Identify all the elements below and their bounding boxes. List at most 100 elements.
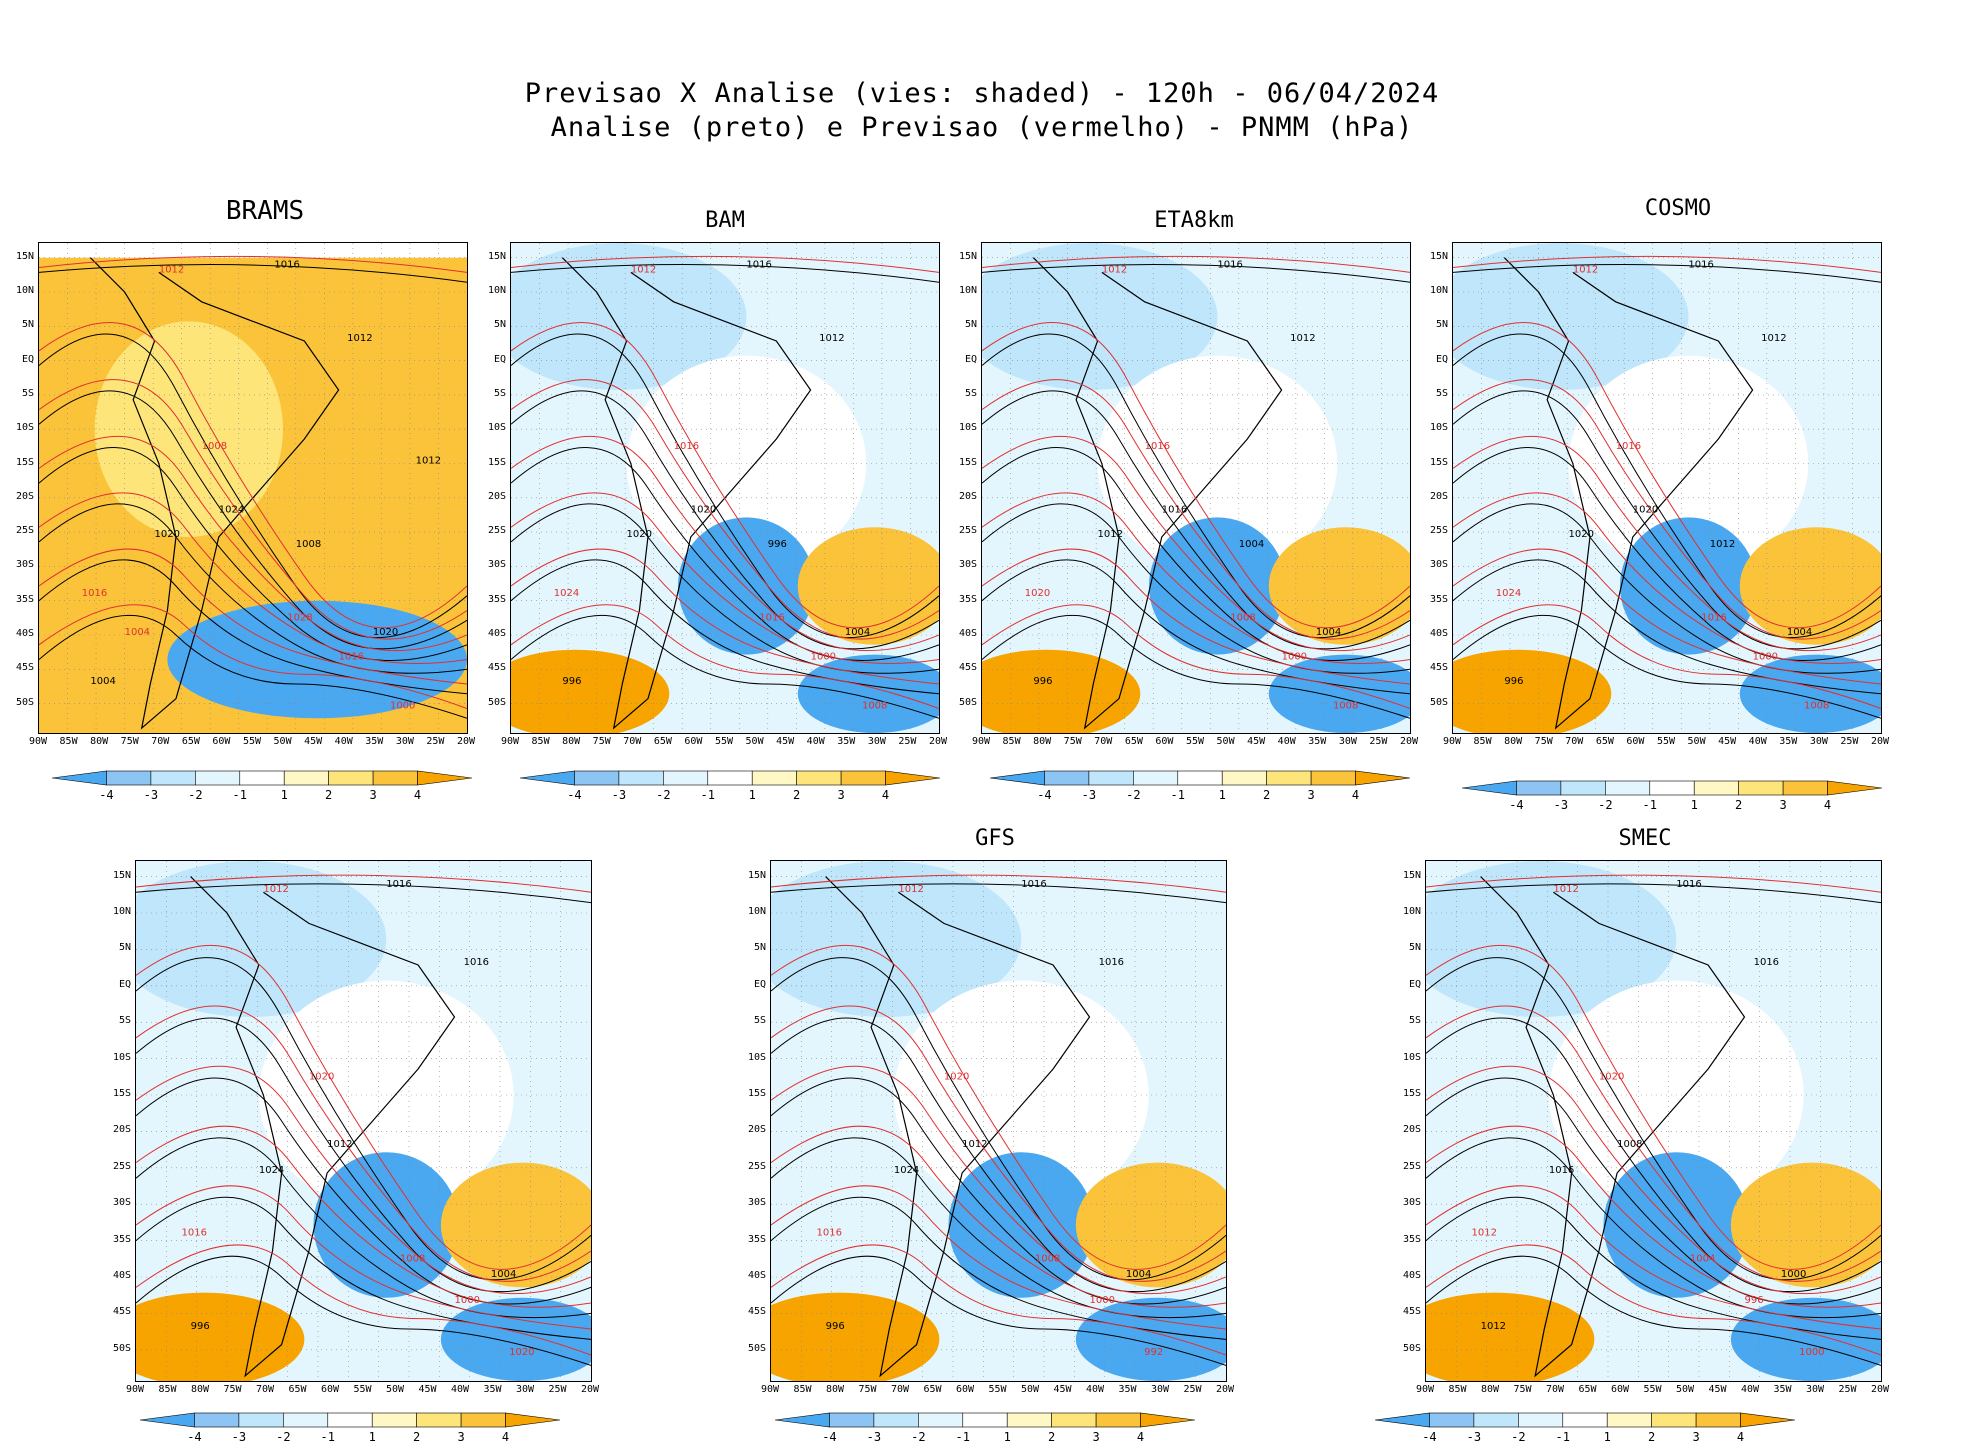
colorbar-label: 3 — [837, 788, 845, 802]
colorbar-label: 4 — [1351, 788, 1360, 802]
contour-label: 1012 — [159, 264, 184, 275]
lon-tick-label: 80W — [1504, 736, 1523, 747]
figure-title-line2: Analise (preto) e Previsao (vermelho) - … — [550, 112, 1414, 143]
contour-label: 1020 — [1633, 505, 1658, 516]
contour-label: 1000 — [1090, 1295, 1115, 1306]
lon-tick-label: 40W — [1277, 736, 1296, 747]
forecast-isobar — [511, 379, 939, 640]
contour-label: 1012 — [1102, 264, 1127, 275]
colorbar-segment — [371, 1412, 417, 1428]
analysis-isobar — [39, 390, 467, 650]
forecast-isobar — [1453, 255, 1881, 273]
bias-region — [1739, 527, 1881, 645]
lon-tick-label: 30W — [1338, 736, 1357, 747]
analysis-isobar — [771, 1255, 1226, 1366]
colorbar-segment — [1695, 1412, 1741, 1428]
lon-tick-label: 30W — [1809, 736, 1828, 747]
contour-label: 1016 — [674, 441, 699, 452]
colorbar-segment — [195, 770, 241, 786]
bias-region — [167, 600, 467, 719]
colorbar-segment — [1560, 780, 1606, 796]
lat-tick-label: 15N — [15, 250, 34, 262]
colorbar-label: -1 — [1555, 1430, 1570, 1444]
lat-tick-label: 15S — [15, 456, 34, 468]
analysis-isobar — [1453, 264, 1881, 283]
colorbar-segment — [150, 770, 196, 786]
colorbar-label: -2 — [911, 1430, 926, 1444]
colorbar-label: -2 — [188, 788, 203, 802]
bias-region — [1426, 861, 1677, 1017]
lat-tick-label: 5N — [118, 942, 131, 954]
lon-tick-label: 30W — [1150, 1384, 1170, 1395]
lat-tick-label: 5N — [964, 319, 977, 331]
colorbar-label: -4 — [99, 788, 114, 802]
lon-tick-label: 65W — [288, 1384, 307, 1395]
contour-label: 1000 — [390, 701, 415, 712]
contour-label: 1000 — [1282, 652, 1307, 663]
map-canvas: 1016 1012 1016 1020 1024 1016 1012 1008 1004 1000… — [771, 861, 1226, 1381]
colorbar-segment — [885, 770, 940, 786]
contour-label: 1012 — [416, 456, 441, 467]
lat-tick-label: 20S — [958, 490, 977, 502]
lon-tick-label: 50W — [1020, 1384, 1040, 1395]
lat-tick-label: 45S — [112, 1306, 131, 1318]
colorbar-segment — [796, 770, 842, 786]
forecast-isobar — [982, 379, 1410, 640]
colorbar-label: -2 — [656, 788, 671, 802]
lon-tick-label: 25W — [1838, 1384, 1857, 1395]
contour-label: 1028 — [287, 612, 312, 623]
colorbar-segment — [1462, 780, 1517, 796]
contour-label: 1016 — [1162, 505, 1187, 516]
lon-tick-label: 65W — [653, 736, 672, 747]
lat-tick-label: 40S — [15, 628, 34, 639]
colorbar-label: -1 — [1642, 798, 1657, 812]
contour-label: 1016 — [759, 612, 784, 623]
contour-label: 1004 — [1316, 627, 1341, 638]
contour-label: 1000 — [1799, 1347, 1824, 1358]
lon-tick-label: 35W — [1118, 1384, 1137, 1395]
contour-label: 1016 — [1754, 957, 1779, 968]
lon-tick-label: 90W — [28, 736, 48, 747]
bias-region — [1453, 649, 1612, 733]
lon-tick-label: 25W — [548, 1384, 567, 1395]
coastline — [825, 876, 1091, 1378]
lat-tick-label: 15S — [958, 456, 977, 468]
lon-tick-label: 20W — [1870, 1384, 1890, 1395]
lon-tick-label: 65W — [181, 736, 200, 747]
lon-tick-label: 60W — [1610, 1384, 1630, 1395]
lat-tick-label: 5N — [1435, 319, 1448, 331]
analysis-isobar — [136, 957, 591, 1281]
lat-tick-label: 10S — [15, 422, 34, 434]
lat-tick-label: 30S — [1402, 1197, 1421, 1209]
colorbar-segment — [372, 770, 418, 786]
contour-label: 1016 — [817, 1227, 842, 1238]
colorbar-label: -1 — [232, 788, 247, 802]
lon-tick-label: 20W — [928, 736, 948, 747]
panel-title-gfs: GFS — [975, 826, 1015, 851]
colorbar — [52, 770, 472, 786]
forecast-isobar — [982, 604, 1410, 709]
colorbar-label: -3 — [1553, 798, 1569, 812]
contour-label: 1004 — [491, 1269, 516, 1280]
analysis-isobar — [1426, 1255, 1881, 1366]
lat-tick-label: 15S — [487, 456, 506, 468]
forecast-isobar — [771, 874, 1226, 893]
analysis-isobar — [136, 1077, 591, 1305]
bias-region — [1739, 654, 1881, 733]
analysis-isobar — [136, 1255, 591, 1366]
panel-title-smec: SMEC — [1618, 826, 1672, 851]
contour-label: 1012 — [1481, 1321, 1506, 1332]
lat-tick-label: 30S — [1429, 559, 1448, 571]
map-panel-brams: 1016 1012 1012 1008 1020 1016 1024 1028 1020 1016… — [38, 242, 468, 734]
lon-tick-label: 40W — [334, 736, 353, 747]
lon-tick-label: 50W — [1687, 736, 1706, 747]
colorbar-segment — [416, 1412, 462, 1428]
colorbar-segment — [707, 770, 753, 786]
analysis-isobar — [511, 614, 939, 719]
colorbar-segment — [1133, 770, 1179, 786]
lon-tick-label: 80W — [1033, 736, 1052, 747]
colorbar-segment — [505, 1412, 560, 1428]
lon-tick-label: 90W — [125, 1384, 145, 1395]
colorbar-label: 1 — [748, 788, 756, 802]
map-panel-cosmo: 1016 1012 1012 1016 1020 1024 1020 1016 1004 1000… — [1452, 242, 1882, 734]
